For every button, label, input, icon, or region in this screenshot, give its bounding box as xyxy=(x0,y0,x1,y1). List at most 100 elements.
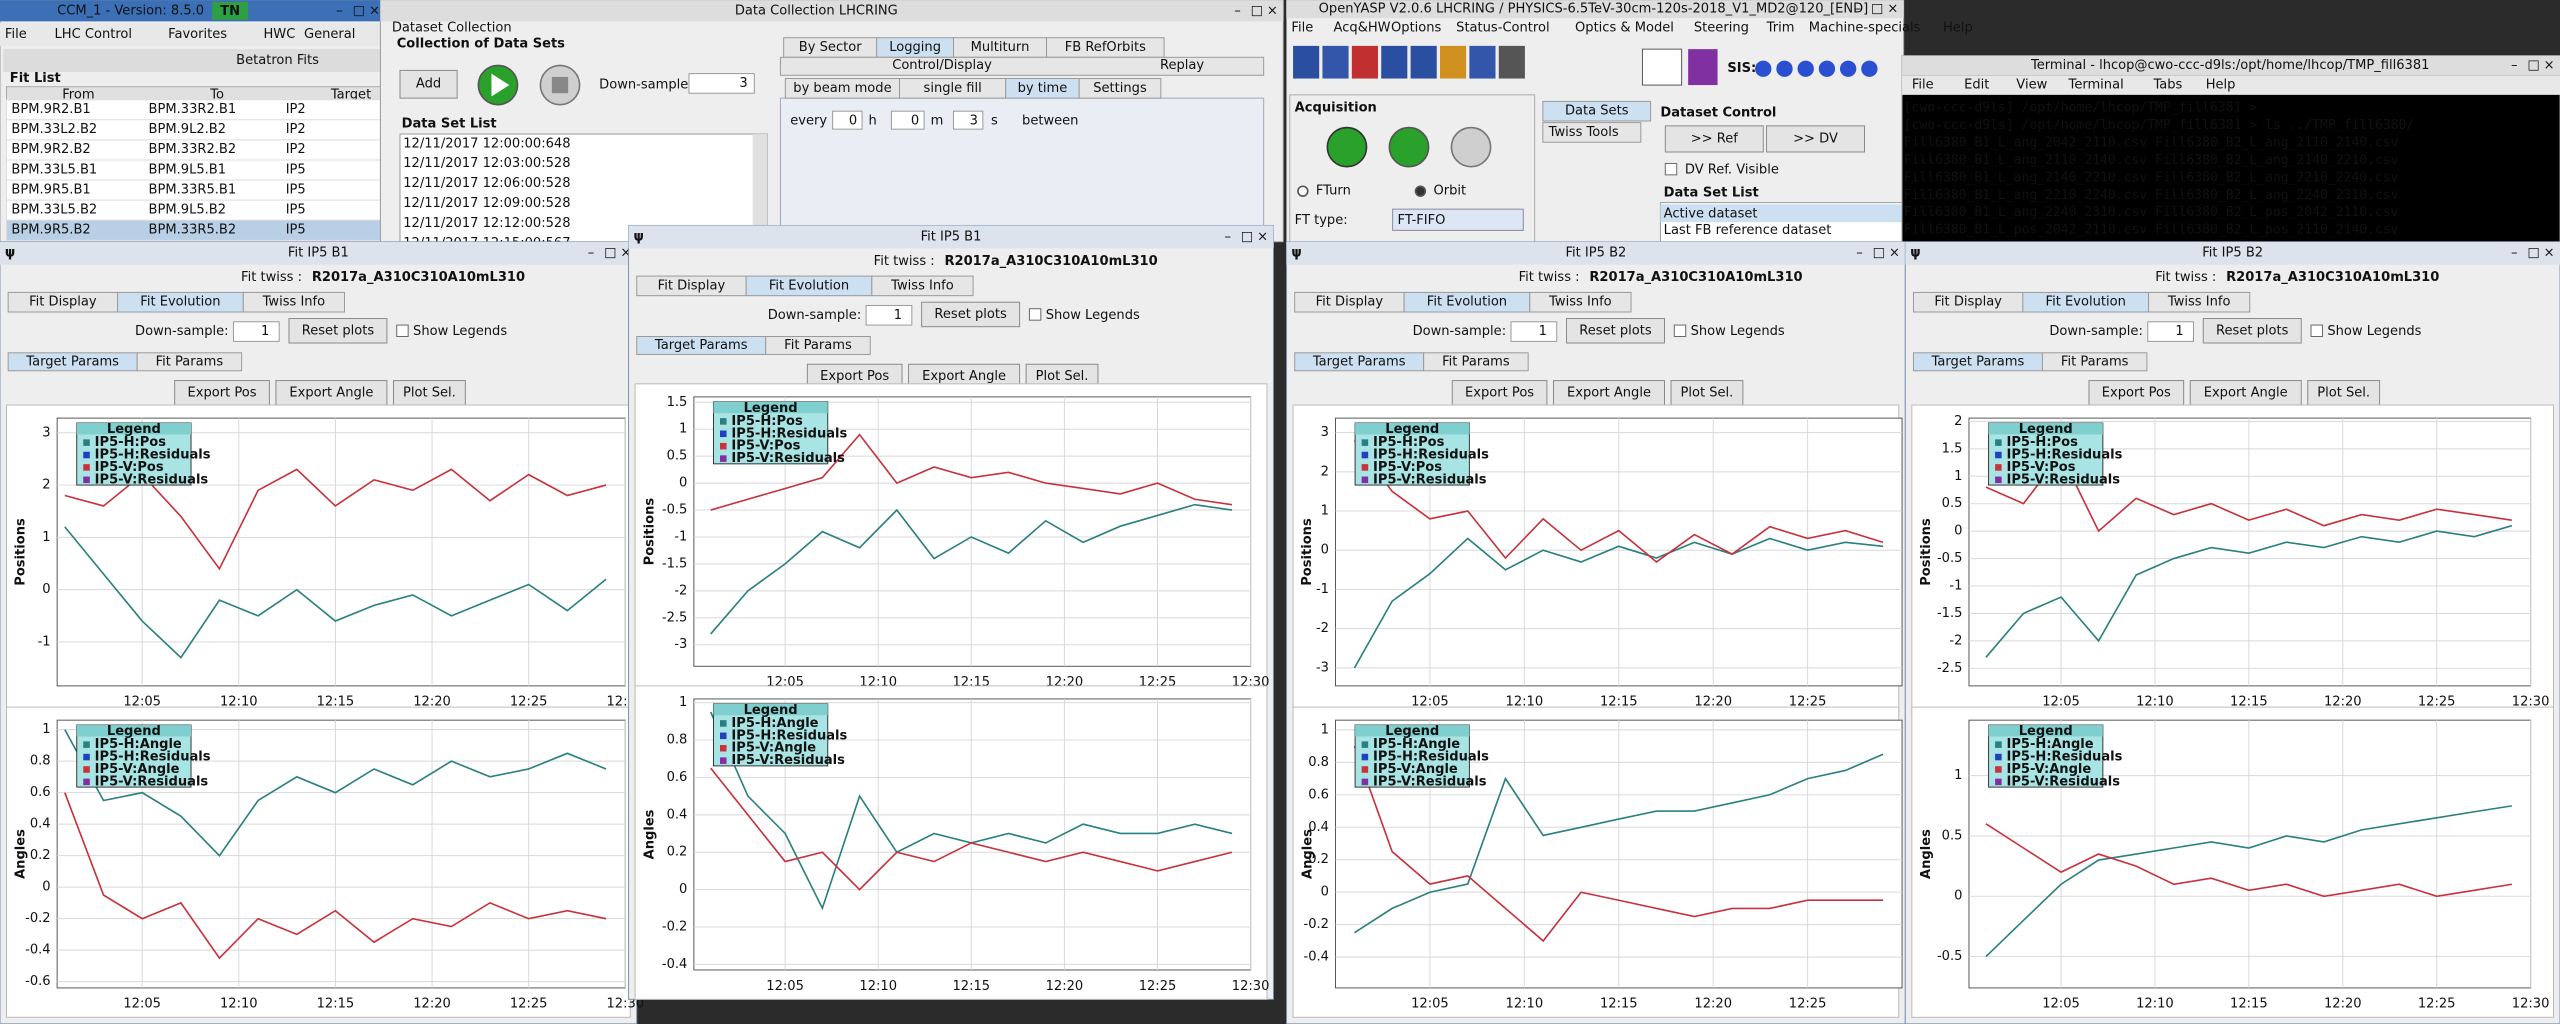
button-label[interactable]: >> DV xyxy=(1793,131,1838,146)
list-item[interactable]: 12/11/2017 12:03:00:528 xyxy=(403,156,570,171)
export-button-label[interactable]: Plot Sel. xyxy=(1036,369,1089,384)
window-control[interactable]: □ xyxy=(2527,246,2539,261)
export-button[interactable] xyxy=(1670,380,1744,406)
menu-item[interactable]: Help xyxy=(2206,78,2236,93)
export-button-label[interactable]: Export Angle xyxy=(2204,385,2288,400)
subtab-label[interactable]: Replay xyxy=(1160,58,1204,73)
stop-button[interactable] xyxy=(1450,126,1492,168)
checkbox[interactable] xyxy=(1028,308,1042,321)
toolbar-icon[interactable] xyxy=(1498,45,1525,79)
window-control[interactable]: × xyxy=(620,246,631,261)
window-control[interactable]: × xyxy=(1257,229,1268,244)
tab[interactable] xyxy=(242,291,345,313)
window-control[interactable]: – xyxy=(1224,229,1231,244)
menu-item[interactable]: Status-Control xyxy=(1456,20,1549,35)
tab[interactable] xyxy=(1529,291,1632,313)
spinner[interactable] xyxy=(890,110,925,130)
toolbar-icon[interactable] xyxy=(1410,45,1437,79)
spinner[interactable] xyxy=(688,73,755,94)
toolbar-icon[interactable] xyxy=(1322,45,1349,79)
fturn-button[interactable] xyxy=(1326,126,1368,168)
toolbar-icon[interactable] xyxy=(1293,45,1320,79)
export-button-label[interactable]: Export Angle xyxy=(922,369,1006,384)
menu-item[interactable]: Options xyxy=(1391,20,1442,35)
window-control[interactable]: □ xyxy=(1241,229,1253,244)
add-button[interactable] xyxy=(399,69,458,99)
export-button-label[interactable]: Export Pos xyxy=(820,369,889,384)
checkbox[interactable] xyxy=(396,324,409,337)
list-item[interactable]: 12/11/2017 12:06:00:528 xyxy=(403,176,570,191)
menu-item[interactable]: Terminal xyxy=(2068,78,2124,93)
menu-item[interactable]: General xyxy=(304,27,355,42)
spinner[interactable] xyxy=(832,110,863,130)
button[interactable] xyxy=(1766,125,1865,153)
toolbar-icon[interactable] xyxy=(1381,45,1408,79)
window-control[interactable]: – xyxy=(2511,246,2518,261)
tab[interactable] xyxy=(765,336,871,355)
spinner[interactable] xyxy=(2147,321,2194,342)
list-item[interactable]: 12/11/2017 12:00:00:648 xyxy=(403,136,570,151)
export-button-label[interactable]: Export Pos xyxy=(188,385,257,400)
toolbar-icon[interactable] xyxy=(1440,45,1467,79)
menu-item[interactable]: Acq&HW xyxy=(1334,20,1391,35)
window-control[interactable]: – xyxy=(1855,2,1862,17)
menu-item[interactable]: View xyxy=(2016,78,2047,93)
checkbox[interactable] xyxy=(1673,324,1687,337)
window-control[interactable]: – xyxy=(1234,3,1241,18)
export-button[interactable] xyxy=(392,380,466,406)
list-item[interactable]: 12/11/2017 12:09:00:528 xyxy=(403,196,570,211)
window-control[interactable]: × xyxy=(2544,58,2555,73)
tab[interactable] xyxy=(1423,352,1529,372)
menu-item[interactable]: Help xyxy=(1943,20,1973,35)
menu-item[interactable]: Trim xyxy=(1766,20,1795,35)
window-control[interactable]: □ xyxy=(1251,3,1263,18)
list-item[interactable]: Last FB reference dataset xyxy=(1664,223,1832,238)
reset-button-label[interactable]: Reset plots xyxy=(302,323,375,338)
window-control[interactable]: □ xyxy=(2527,58,2539,73)
window-control[interactable]: □ xyxy=(1871,2,1883,17)
menu-item[interactable]: File xyxy=(1912,78,1934,93)
export-button-label[interactable]: Export Angle xyxy=(1567,385,1651,400)
menu-item[interactable]: File xyxy=(1291,20,1313,35)
dropdown[interactable] xyxy=(1392,208,1524,231)
reset-button[interactable] xyxy=(2202,318,2302,344)
menu-item[interactable]: Favorites xyxy=(168,27,227,42)
button[interactable] xyxy=(1664,125,1764,153)
play-button[interactable] xyxy=(1388,126,1430,168)
menu-item[interactable]: LHC Control xyxy=(55,27,133,42)
window-control[interactable]: □ xyxy=(1873,246,1885,261)
spinner[interactable] xyxy=(865,304,913,326)
export-button-label[interactable]: Export Pos xyxy=(1465,385,1534,400)
toolbar-icon[interactable] xyxy=(1641,48,1683,86)
export-button-label[interactable]: Plot Sel. xyxy=(403,385,456,400)
window-control[interactable]: – xyxy=(1856,246,1863,261)
radio[interactable] xyxy=(1414,185,1427,197)
menu-item[interactable]: Machine-specials xyxy=(1809,20,1921,35)
reset-button[interactable] xyxy=(1566,318,1665,344)
tab[interactable] xyxy=(2041,352,2148,372)
export-button-label[interactable]: Export Pos xyxy=(2102,385,2171,400)
export-button[interactable] xyxy=(275,380,388,406)
subtab-label[interactable]: Control/Display xyxy=(892,58,992,73)
reset-button-label[interactable]: Reset plots xyxy=(1579,323,1652,338)
menu-item[interactable]: Optics & Model xyxy=(1575,20,1674,35)
window-control[interactable]: □ xyxy=(353,3,365,18)
reset-button-label[interactable]: Reset plots xyxy=(2216,323,2289,338)
menu-item[interactable]: File xyxy=(5,27,27,42)
window-control[interactable]: – xyxy=(588,246,595,261)
window-control[interactable]: × xyxy=(369,3,380,18)
add-button-label[interactable]: Add xyxy=(416,77,441,92)
tab[interactable] xyxy=(136,352,243,372)
toolbar-icon[interactable] xyxy=(1351,45,1378,79)
list-item[interactable]: Active dataset xyxy=(1664,207,1758,222)
radio[interactable] xyxy=(1297,185,1309,197)
reset-button-label[interactable]: Reset plots xyxy=(934,307,1007,322)
button-label[interactable]: >> Ref xyxy=(1691,131,1739,146)
window-control[interactable]: × xyxy=(1267,3,1278,18)
window-control[interactable]: – xyxy=(2511,58,2518,73)
window-control[interactable]: □ xyxy=(604,246,616,261)
window-control[interactable]: × xyxy=(1889,246,1900,261)
checkbox[interactable] xyxy=(1664,162,1678,176)
tab[interactable] xyxy=(871,275,974,297)
tab[interactable] xyxy=(1542,100,1652,122)
